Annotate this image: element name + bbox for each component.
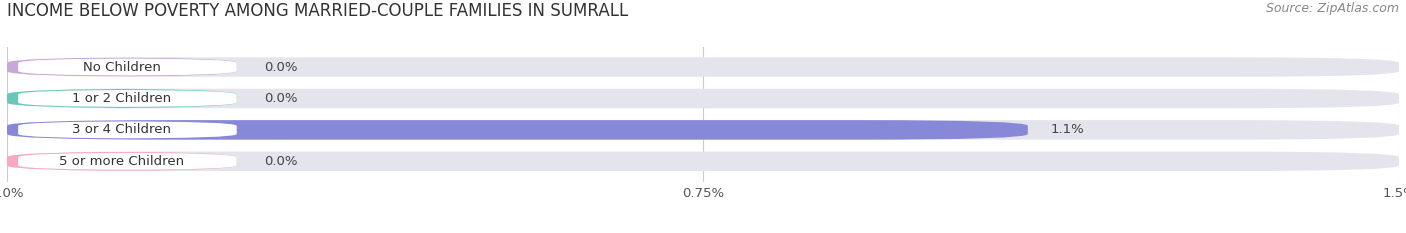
Text: 1.1%: 1.1% <box>1050 123 1085 136</box>
FancyBboxPatch shape <box>18 153 236 170</box>
FancyBboxPatch shape <box>7 120 1399 140</box>
FancyBboxPatch shape <box>7 120 1028 140</box>
FancyBboxPatch shape <box>18 121 236 138</box>
Text: 0.0%: 0.0% <box>264 155 298 168</box>
FancyBboxPatch shape <box>7 89 236 108</box>
Text: Source: ZipAtlas.com: Source: ZipAtlas.com <box>1265 2 1399 15</box>
FancyBboxPatch shape <box>18 90 236 107</box>
FancyBboxPatch shape <box>7 57 1399 77</box>
Text: 0.0%: 0.0% <box>264 61 298 74</box>
FancyBboxPatch shape <box>7 152 1399 171</box>
Text: 5 or more Children: 5 or more Children <box>59 155 184 168</box>
FancyBboxPatch shape <box>18 58 236 75</box>
FancyBboxPatch shape <box>7 152 236 171</box>
FancyBboxPatch shape <box>7 57 236 77</box>
FancyBboxPatch shape <box>7 89 1399 108</box>
Text: 1 or 2 Children: 1 or 2 Children <box>72 92 172 105</box>
Text: No Children: No Children <box>83 61 160 74</box>
Text: 3 or 4 Children: 3 or 4 Children <box>72 123 172 136</box>
Text: INCOME BELOW POVERTY AMONG MARRIED-COUPLE FAMILIES IN SUMRALL: INCOME BELOW POVERTY AMONG MARRIED-COUPL… <box>7 2 628 20</box>
Text: 0.0%: 0.0% <box>264 92 298 105</box>
